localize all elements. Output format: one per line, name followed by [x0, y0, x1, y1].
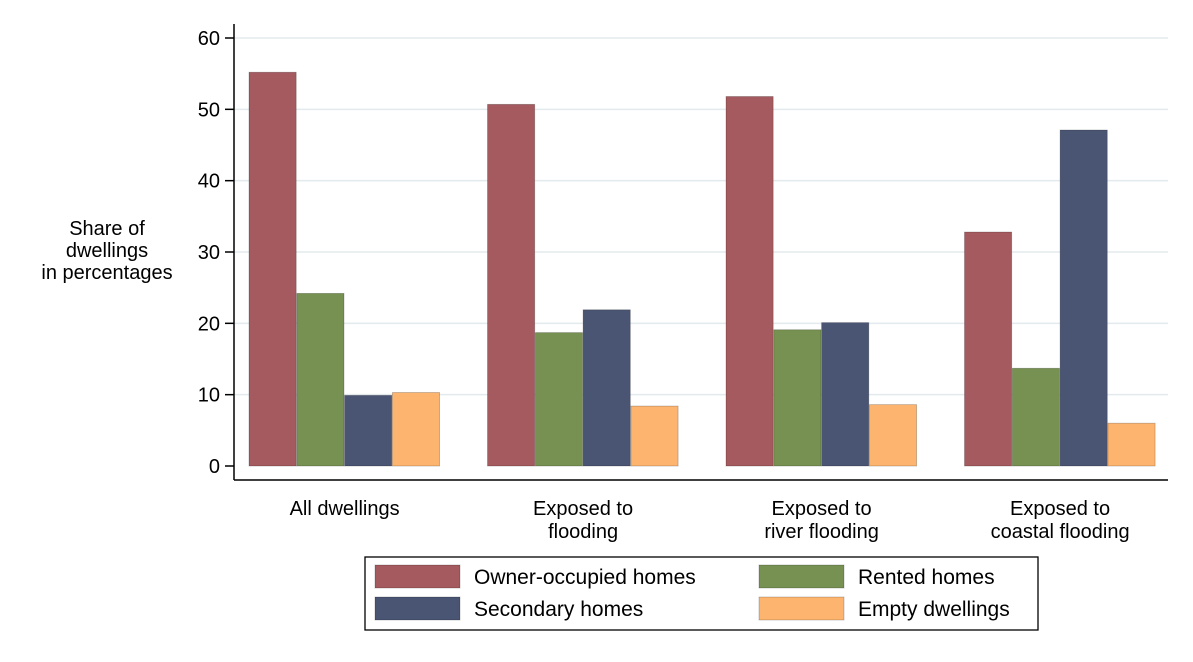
- legend-swatch: [374, 596, 461, 621]
- y-tick-label: 0: [209, 456, 220, 478]
- legend-label: Secondary homes: [474, 598, 643, 621]
- bar: [630, 405, 679, 467]
- y-tick-label: 10: [198, 385, 220, 407]
- bar: [1011, 367, 1060, 467]
- y-tick-label: 50: [198, 99, 220, 121]
- gridlines: [234, 37, 1168, 396]
- legend-label: Empty dwellings: [858, 598, 1010, 621]
- y-tick-label: 60: [198, 28, 220, 50]
- bar: [391, 392, 440, 467]
- bar: [869, 404, 918, 467]
- x-tick-label: Exposed to: [772, 498, 872, 520]
- x-tick-label: Exposed to: [533, 498, 633, 520]
- bar: [1107, 422, 1156, 467]
- bar: [344, 394, 393, 467]
- bar: [821, 322, 870, 467]
- y-tick-label: 40: [198, 171, 220, 193]
- y-tick-label: 30: [198, 242, 220, 264]
- x-tick-label: coastal flooding: [991, 521, 1130, 543]
- x-tick-label: All dwellings: [290, 498, 400, 520]
- legend-label: Rented homes: [858, 566, 995, 589]
- bar: [725, 96, 774, 467]
- bar: [1059, 129, 1108, 467]
- x-tick-label: Exposed to: [1010, 498, 1110, 520]
- bar: [487, 103, 536, 467]
- legend-swatch: [758, 596, 845, 621]
- bar: [296, 292, 345, 467]
- bar: [773, 329, 822, 467]
- bar: [964, 231, 1013, 467]
- y-axis-title-line: dwellings: [66, 240, 148, 262]
- bar: [534, 332, 583, 467]
- legend: Owner-occupied homes Rented homes Secondar…: [364, 556, 1039, 631]
- x-tick-label: river flooding: [764, 521, 879, 543]
- legend-label: Owner-occupied homes: [474, 566, 696, 589]
- bar: [582, 309, 631, 467]
- x-tick-label: flooding: [548, 521, 618, 543]
- bars: [248, 71, 1156, 467]
- legend-box: [364, 556, 1039, 631]
- y-axis-title-line: in percentages: [41, 262, 172, 284]
- legend-swatch: [374, 564, 461, 589]
- y-axis-title-line: Share of: [69, 218, 145, 240]
- legend-swatch: [758, 564, 845, 589]
- y-tick-label: 20: [198, 313, 220, 335]
- bar: [248, 71, 297, 467]
